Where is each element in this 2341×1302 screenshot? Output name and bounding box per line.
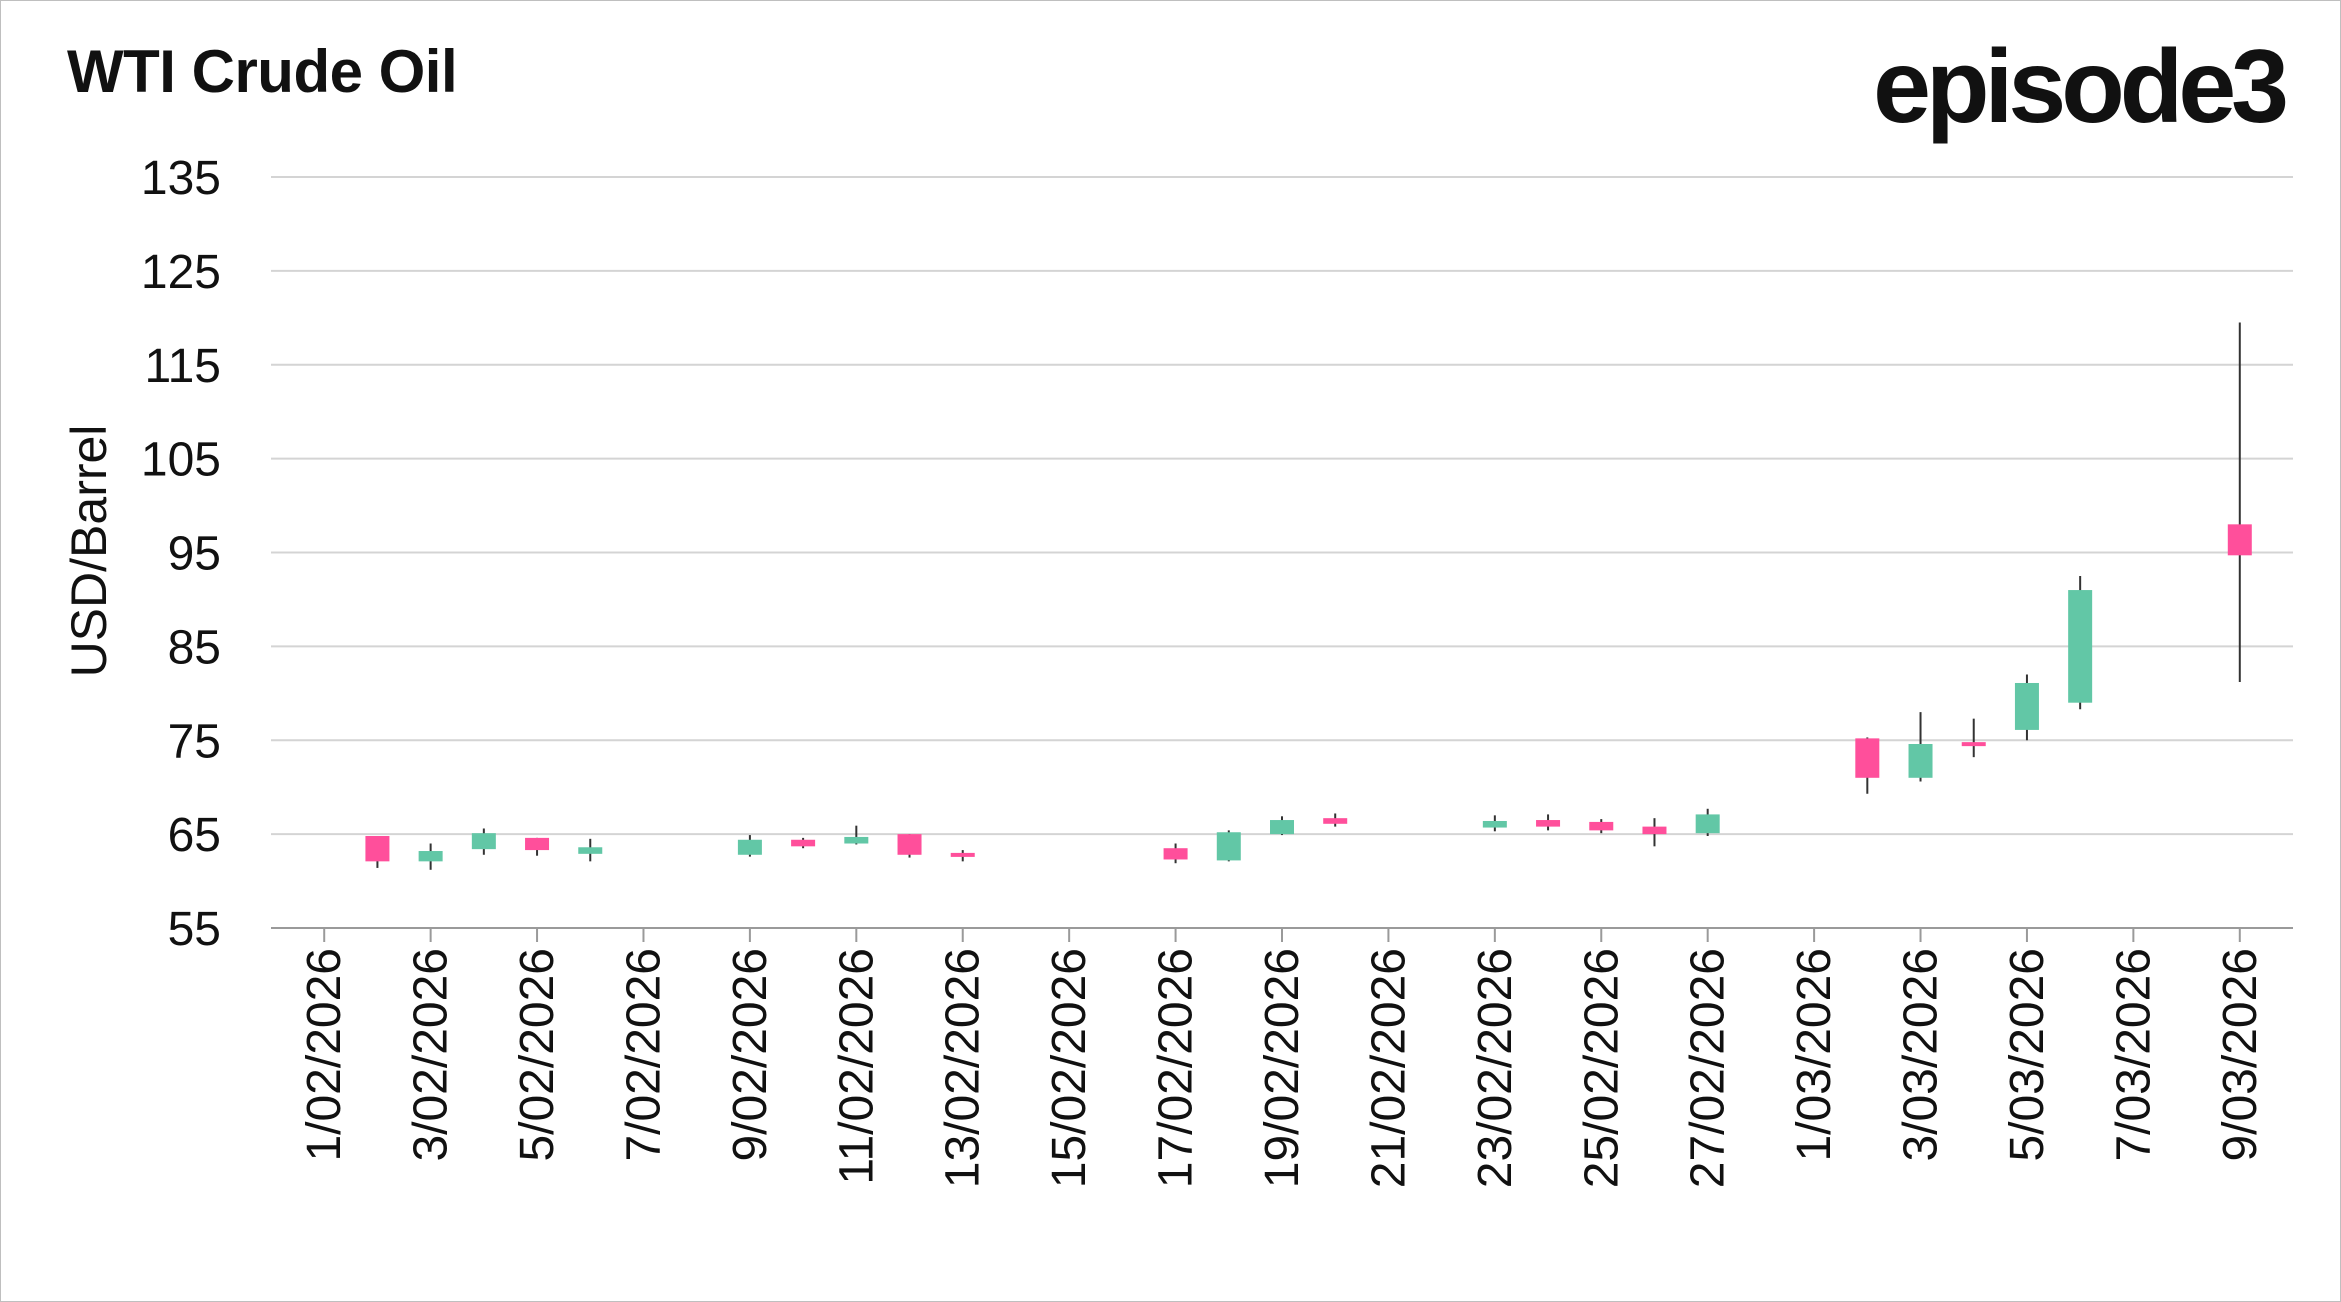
x-tick-label: 21/02/2026: [1362, 948, 1415, 1188]
candle-body-down: [1589, 821, 1614, 831]
candle-body-up: [578, 847, 603, 854]
y-tick-label: 85: [168, 621, 221, 674]
candle-body-down: [1323, 818, 1348, 824]
candle: [950, 850, 975, 862]
x-tick-label: 11/02/2026: [830, 948, 883, 1185]
candle-body-down: [1855, 738, 1880, 778]
candle: [1216, 830, 1241, 862]
candle: [844, 825, 869, 845]
x-tick-label: 5/02/2026: [511, 948, 564, 1162]
x-tick-label: 1/02/2026: [298, 948, 351, 1162]
candle: [1908, 712, 1933, 782]
chart-title: WTI Crude Oil: [67, 38, 458, 105]
candle: [791, 837, 816, 849]
candle-body-up: [1216, 832, 1241, 861]
x-tick-label: 15/02/2026: [1043, 948, 1096, 1188]
candle: [471, 828, 496, 855]
x-tick-label: 27/02/2026: [1682, 948, 1735, 1188]
x-tick-label: 19/02/2026: [1256, 948, 1309, 1188]
candle-body-down: [1536, 820, 1561, 827]
y-tick-label: 125: [141, 246, 221, 299]
x-tick-label: 23/02/2026: [1469, 948, 1522, 1188]
candle: [578, 838, 603, 862]
y-axis: 55 65 75 85 95 105 115 125 135: [141, 152, 221, 956]
candle-body-down: [1163, 848, 1188, 860]
candle: [1695, 808, 1720, 837]
candle-body-up: [1908, 744, 1933, 778]
x-axis: 1/02/2026 3/02/2026 5/02/2026 7/02/2026 9/02…: [298, 928, 2267, 1188]
candle-body-up: [1695, 814, 1720, 834]
candle-body-up: [418, 851, 443, 862]
y-axis-label: USD/Barrel: [61, 425, 117, 678]
candle: [365, 836, 390, 868]
candle-body-up: [2068, 590, 2093, 703]
y-tick-label: 65: [168, 809, 221, 862]
candle: [1482, 815, 1507, 832]
candle-body-down: [950, 852, 975, 857]
candle-body-down: [1961, 742, 1986, 747]
y-tick-label: 55: [168, 903, 221, 956]
candle: [1536, 814, 1561, 831]
candle-body-down: [365, 836, 390, 862]
candle: [737, 835, 762, 857]
candle: [525, 837, 550, 856]
x-tick-label: 13/02/2026: [937, 948, 990, 1188]
candle-body-up: [737, 839, 762, 855]
candle-body-up: [1270, 820, 1294, 835]
candle: [1323, 813, 1348, 827]
candle: [2068, 575, 2093, 710]
candle-body-down: [1642, 826, 1667, 835]
x-tick-label: 3/03/2026: [1895, 948, 1948, 1162]
x-tick-label: 7/03/2026: [2107, 948, 2160, 1162]
candle: [2227, 322, 2252, 683]
x-tick-label: 25/02/2026: [1575, 948, 1628, 1188]
candle-body-down: [897, 834, 922, 855]
y-tick-label: 135: [141, 152, 221, 205]
candle: [1163, 843, 1188, 864]
candle: [1589, 819, 1614, 834]
x-tick-label: 5/03/2026: [2001, 948, 2054, 1162]
y-tick-label: 75: [168, 715, 221, 768]
candle-body-up: [1482, 820, 1507, 828]
candle-body-down: [2227, 524, 2252, 556]
candle: [1642, 818, 1667, 847]
candle: [1961, 718, 1986, 758]
x-tick-label: 1/03/2026: [1788, 948, 1841, 1162]
x-tick-label: 9/02/2026: [724, 948, 777, 1162]
y-tick-label: 115: [144, 340, 221, 393]
candle-body-up: [2014, 682, 2039, 730]
y-tick-label: 95: [168, 528, 221, 581]
gridlines: [271, 176, 2293, 929]
x-tick-label: 3/02/2026: [405, 948, 458, 1162]
candle-body-down: [525, 837, 550, 851]
x-tick-label: 7/02/2026: [617, 948, 670, 1162]
candle-body-up: [471, 833, 496, 850]
candle: [418, 843, 443, 870]
candle-body-up: [844, 836, 869, 844]
x-tick-label: 9/03/2026: [2214, 948, 2267, 1162]
candle-body-down: [791, 839, 816, 847]
brand-logo: episode3: [1873, 29, 2289, 145]
candles: [365, 322, 2252, 870]
candle: [2014, 674, 2039, 741]
candle: [1270, 816, 1294, 836]
y-tick-label: 105: [141, 434, 221, 487]
x-tick-label: 17/02/2026: [1150, 948, 1203, 1188]
candle: [897, 834, 922, 858]
candle: [1855, 737, 1880, 794]
